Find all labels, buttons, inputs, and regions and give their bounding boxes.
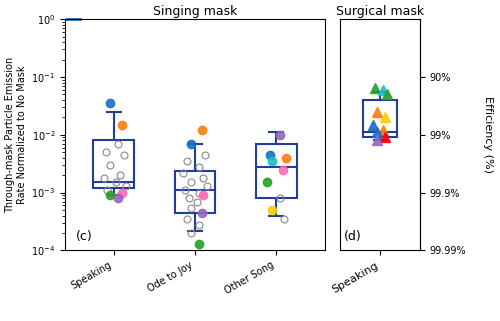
Text: (d): (d) bbox=[344, 230, 362, 243]
Y-axis label: Through-mask Particle Emission
Rate Normalized to No Mask: Through-mask Particle Emission Rate Norm… bbox=[6, 57, 27, 213]
Text: (c): (c) bbox=[76, 230, 92, 243]
Bar bbox=[174, 171, 216, 213]
Bar bbox=[364, 100, 396, 137]
Title: Singing mask: Singing mask bbox=[153, 5, 237, 18]
Title: Surgical mask: Surgical mask bbox=[336, 5, 424, 18]
Y-axis label: Efficiency (%): Efficiency (%) bbox=[483, 96, 493, 173]
Bar bbox=[94, 140, 134, 188]
Bar bbox=[256, 144, 296, 198]
